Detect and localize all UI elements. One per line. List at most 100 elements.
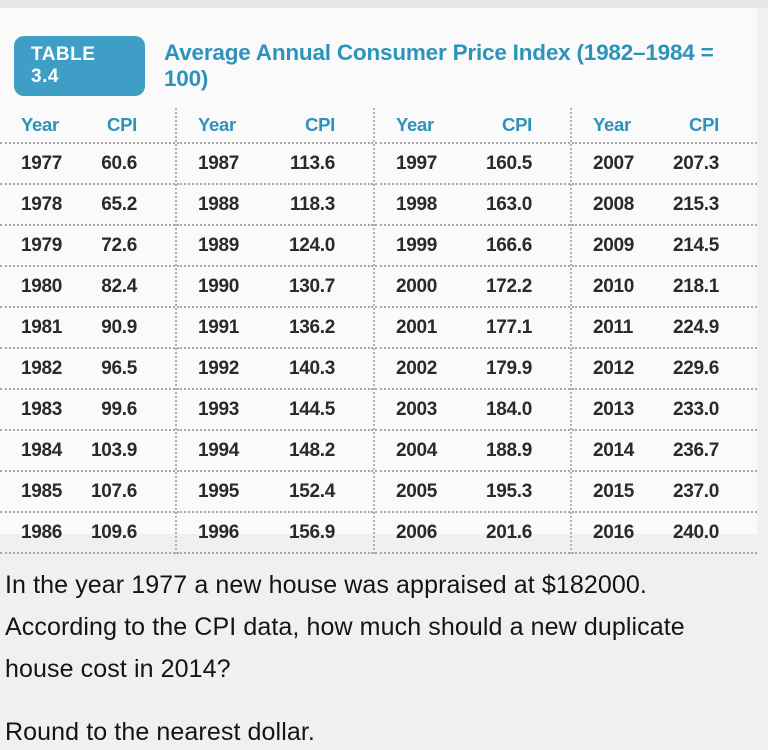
table-column-group: Year CPI 1987 113.6 1988 118.3 1989 124.0 1990 13… (177, 108, 375, 554)
year-cell: 1999 (396, 234, 438, 256)
year-column-header: Year (21, 114, 59, 135)
table-row: 2006 201.6 (375, 513, 570, 554)
table-row: 1987 113.6 (177, 144, 373, 185)
cpi-cell: 207.3 (672, 152, 719, 174)
year-cell: 2003 (396, 398, 438, 420)
table-row: 2007 207.3 (572, 144, 757, 185)
cpi-column-header: CPI (305, 114, 335, 135)
table-row: 2003 184.0 (375, 390, 570, 431)
table-header-row: Year CPI (177, 108, 373, 144)
cpi-cell: 195.3 (485, 480, 532, 502)
cpi-table-panel: TABLE 3.4 Average Annual Consumer Price … (0, 8, 757, 554)
cpi-cell: 103.9 (90, 439, 137, 461)
table-column-group: Year CPI 1977 60.6 1978 65.2 1979 72.6 1980 82.4 1… (0, 108, 177, 554)
table-row: 2009 214.5 (572, 226, 757, 267)
cpi-cell: 82.4 (101, 275, 137, 297)
cpi-cell: 152.4 (288, 480, 335, 502)
table-row: 2000 172.2 (375, 267, 570, 308)
year-cell: 2012 (593, 357, 635, 379)
table-row: 1988 118.3 (177, 185, 373, 226)
table-header-row: Year CPI (572, 108, 757, 144)
table-row: 1978 65.2 (0, 185, 175, 226)
year-cell: 1977 (21, 152, 63, 174)
table-row: 2013 233.0 (572, 390, 757, 431)
table-number-badge: TABLE 3.4 (14, 36, 145, 96)
cpi-cell: 65.2 (101, 193, 137, 215)
year-cell: 2013 (593, 398, 635, 420)
year-cell: 1983 (21, 398, 63, 420)
table-column-group: Year CPI 1997 160.5 1998 163.0 1999 166.6 2000 17… (375, 108, 572, 554)
table-row: 2012 229.6 (572, 349, 757, 390)
year-cell: 1988 (198, 193, 240, 215)
year-cell: 2000 (396, 275, 438, 297)
table-header-row: Year CPI (375, 108, 570, 144)
year-cell: 2005 (396, 480, 438, 502)
year-cell: 1981 (21, 316, 63, 338)
year-cell: 1994 (198, 439, 240, 461)
round-instruction-text: Round to the nearest dollar. (5, 718, 315, 746)
cpi-cell: 130.7 (288, 275, 335, 297)
cpi-cell: 136.2 (288, 316, 335, 338)
table-title: Average Annual Consumer Price Index (198… (163, 40, 714, 91)
year-cell: 1990 (198, 275, 240, 297)
cpi-cell: 177.1 (485, 316, 532, 338)
cpi-cell: 240.0 (672, 521, 719, 543)
table-row: 2004 188.9 (375, 431, 570, 472)
cpi-cell: 214.5 (672, 234, 719, 256)
year-cell: 1997 (396, 152, 438, 174)
cpi-cell: 90.9 (101, 316, 137, 338)
cpi-cell: 172.2 (485, 275, 532, 297)
cpi-cell: 215.3 (672, 193, 719, 215)
table-row: 1990 130.7 (177, 267, 373, 308)
cpi-cell: 96.5 (101, 357, 137, 379)
table-row: 1991 136.2 (177, 308, 373, 349)
cpi-cell: 144.5 (288, 398, 335, 420)
table-row: 2015 237.0 (572, 472, 757, 513)
table-row: 1981 90.9 (0, 308, 175, 349)
table-row: 1992 140.3 (177, 349, 373, 390)
table-row: 1984 103.9 (0, 431, 175, 472)
cpi-cell: 201.6 (485, 521, 532, 543)
cpi-cell: 218.1 (672, 275, 719, 297)
cpi-cell: 224.9 (672, 316, 719, 338)
cpi-cell: 109.6 (90, 521, 137, 543)
year-cell: 2008 (593, 193, 635, 215)
cpi-cell: 229.6 (672, 357, 719, 379)
table-row: 2008 215.3 (572, 185, 757, 226)
year-cell: 1979 (21, 234, 63, 256)
table-row: 1994 148.2 (177, 431, 373, 472)
cpi-cell: 156.9 (288, 521, 335, 543)
table-row: 1995 152.4 (177, 472, 373, 513)
year-cell: 1996 (198, 521, 240, 543)
table-row: 2005 195.3 (375, 472, 570, 513)
year-cell: 1993 (198, 398, 240, 420)
table-row: 1998 163.0 (375, 185, 570, 226)
year-cell: 1987 (198, 152, 240, 174)
year-cell: 2006 (396, 521, 438, 543)
cpi-column-header: CPI (689, 114, 719, 135)
table-row: 1989 124.0 (177, 226, 373, 267)
cpi-column-header: CPI (502, 114, 532, 135)
table-row: 1997 160.5 (375, 144, 570, 185)
cpi-cell: 166.6 (485, 234, 532, 256)
cpi-cell: 60.6 (101, 152, 137, 174)
table-row: 2014 236.7 (572, 431, 757, 472)
year-cell: 2002 (396, 357, 438, 379)
year-cell: 2015 (593, 480, 635, 502)
cpi-cell: 236.7 (672, 439, 719, 461)
question-block: In the year 1977 a new house was apprais… (0, 534, 768, 750)
cpi-cell: 237.0 (672, 480, 719, 502)
table-column-group: Year CPI 2007 207.3 2008 215.3 2009 214.5 2010 21… (572, 108, 757, 554)
year-cell: 1995 (198, 480, 240, 502)
cpi-cell: 184.0 (485, 398, 532, 420)
cpi-cell: 233.0 (672, 398, 719, 420)
year-cell: 2009 (593, 234, 635, 256)
year-cell: 1984 (21, 439, 63, 461)
table-row: 1993 144.5 (177, 390, 373, 431)
cpi-cell: 72.6 (101, 234, 137, 256)
year-column-header: Year (198, 114, 236, 135)
table-header: TABLE 3.4 Average Annual Consumer Price … (0, 8, 757, 106)
table-row: 2002 179.9 (375, 349, 570, 390)
table-row: 1983 99.6 (0, 390, 175, 431)
table-row: 1977 60.6 (0, 144, 175, 185)
